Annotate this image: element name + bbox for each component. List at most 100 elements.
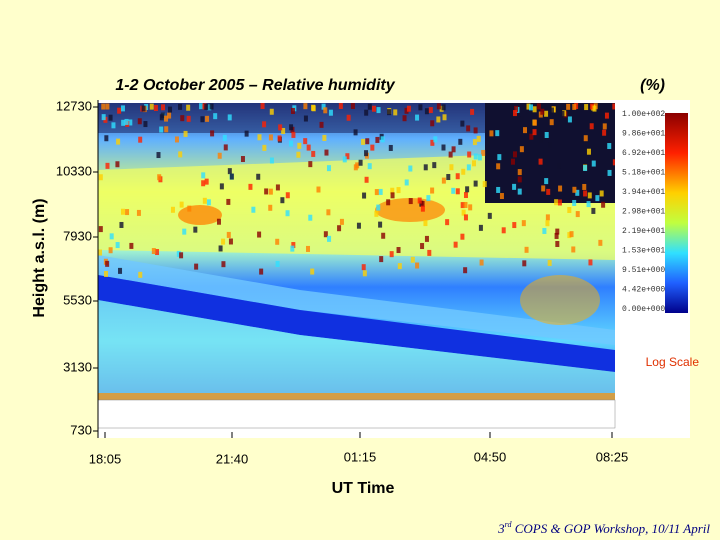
colorbar-label: 1.53e+001	[622, 247, 665, 256]
speckle	[554, 199, 559, 206]
speckle	[512, 222, 517, 229]
speckle	[607, 143, 612, 150]
speckle	[538, 136, 543, 143]
speckle	[501, 227, 506, 234]
speckle	[571, 246, 576, 253]
speckle	[569, 231, 574, 238]
speckle	[496, 163, 501, 170]
speckle	[463, 214, 468, 221]
speckle	[289, 124, 294, 131]
speckle	[153, 105, 158, 112]
speckle	[339, 218, 344, 225]
speckle	[137, 118, 142, 125]
colorbar-label: 4.42e+000	[622, 286, 665, 295]
speckle	[550, 180, 555, 187]
colorbar-label: 5.18e+001	[622, 169, 665, 178]
speckle	[303, 115, 308, 122]
x-tick-label: 08:25	[596, 449, 629, 464]
speckle	[376, 107, 381, 114]
speckle	[370, 144, 375, 151]
speckle	[510, 158, 515, 165]
speckle	[528, 104, 533, 111]
speckle	[472, 160, 477, 167]
speckle	[381, 232, 386, 239]
speckle	[584, 104, 589, 111]
speckle	[210, 130, 215, 137]
colorbar-label: 0.00e+000	[622, 305, 665, 314]
speckle	[420, 200, 425, 207]
speckle	[410, 256, 415, 263]
speckle	[519, 146, 524, 153]
y-tick-label: 730	[70, 422, 92, 437]
speckle	[285, 210, 290, 217]
speckle	[489, 130, 494, 137]
footer: 3rd COPS & GOP Workshop, 10/11 April	[497, 520, 710, 536]
speckle	[316, 186, 321, 193]
speckle	[461, 168, 466, 175]
x-tick-label: 01:15	[344, 449, 377, 464]
speckle	[303, 103, 308, 110]
unit: (%)	[640, 77, 665, 94]
speckle	[310, 268, 315, 275]
speckle	[461, 209, 466, 216]
speckle	[566, 103, 571, 110]
speckle	[468, 204, 473, 211]
speckle	[308, 161, 313, 168]
speckle	[375, 136, 380, 143]
speckle	[406, 105, 411, 112]
speckle	[328, 109, 333, 116]
speckle	[361, 264, 366, 271]
speckle	[522, 260, 527, 267]
speckle	[289, 140, 294, 147]
speckle	[582, 183, 587, 190]
speckle	[532, 106, 537, 113]
speckle	[567, 116, 572, 123]
speckle	[544, 178, 549, 185]
speckle	[257, 134, 262, 141]
y-tick-label: 5530	[63, 292, 92, 307]
speckle	[396, 247, 401, 254]
speckle	[497, 154, 502, 161]
speckle	[103, 270, 108, 277]
speckle	[418, 104, 423, 111]
speckle	[174, 136, 179, 143]
speckle	[178, 103, 183, 110]
speckle	[415, 114, 420, 121]
speckle	[159, 114, 164, 121]
speckle	[495, 130, 500, 137]
speckle	[473, 127, 478, 134]
speckle	[326, 209, 331, 216]
speckle	[567, 207, 572, 214]
speckle	[521, 220, 526, 227]
speckle	[221, 261, 226, 268]
speckle	[555, 240, 560, 247]
speckle	[178, 151, 183, 158]
speckle	[478, 224, 483, 231]
speckle	[187, 205, 192, 212]
speckle	[430, 120, 435, 127]
speckle	[458, 138, 463, 145]
speckle	[556, 162, 561, 169]
speckle	[362, 192, 367, 199]
speckle	[536, 103, 541, 110]
speckle	[460, 233, 465, 240]
speckle	[465, 186, 470, 193]
speckle	[124, 118, 129, 125]
speckle	[226, 231, 231, 238]
speckle	[441, 144, 446, 151]
speckle	[291, 131, 296, 138]
speckle	[547, 259, 552, 266]
speckle	[607, 169, 612, 176]
speckle	[275, 260, 280, 267]
speckle	[338, 103, 343, 110]
speckle	[108, 114, 113, 121]
speckle	[259, 268, 264, 275]
title: 1-2 October 2005 – Relative humidity	[115, 77, 395, 94]
speckle	[591, 160, 596, 167]
x-tick-label: 21:40	[216, 451, 249, 466]
speckle	[264, 188, 269, 195]
speckle	[183, 130, 188, 137]
footer-number: 3	[497, 521, 505, 536]
y-tick-label: 3130	[63, 359, 92, 374]
